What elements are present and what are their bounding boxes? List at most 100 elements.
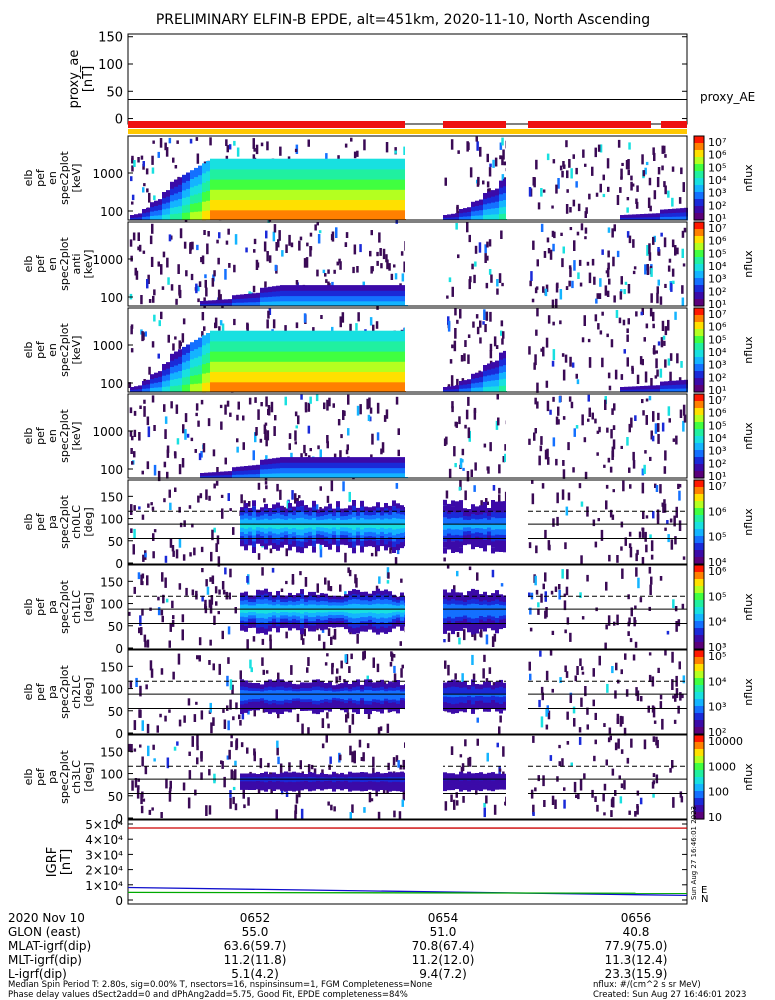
- en-para-ylabel-line: pef: [34, 426, 47, 445]
- en-perp-flux-cell: [624, 386, 628, 390]
- pa-ch0-flux-cell: [447, 533, 451, 540]
- en-anti-pixel: [370, 266, 373, 274]
- en-perp-pixel: [464, 340, 467, 347]
- pa-ch2-pixel: [444, 660, 447, 669]
- pa-ch0-flux-cell: [467, 523, 471, 530]
- pa-ch1-flux-cell: [503, 618, 507, 625]
- en-anti-flux-cell: [268, 291, 272, 297]
- pa-ch0-pixel: [240, 494, 243, 504]
- pa-ch2-flux-cell: [344, 687, 348, 694]
- en-omni-flux-cell: [294, 199, 298, 211]
- pa-ch0-pixel: [464, 490, 467, 501]
- en-perp-colorbar-cell: [694, 343, 704, 351]
- en-perp-pixel: [594, 314, 598, 322]
- pa-ch0-flux-cell: [348, 528, 352, 535]
- en-anti-pixel: [571, 280, 574, 289]
- pa-ch1-pixel: [137, 572, 141, 580]
- en-perp-flux-cell: [318, 371, 322, 383]
- en-perp-flux-cell: [174, 358, 178, 366]
- pa-ch1-flux-cell: [352, 589, 356, 596]
- en-perp-flux-cell: [467, 379, 471, 384]
- pa-ch0-flux-cell: [252, 529, 256, 536]
- en-para-pixel: [337, 419, 341, 426]
- pa-ch0-flux-cell: [499, 529, 503, 536]
- pa-ch0-pixel: [641, 527, 645, 538]
- en-omni-flux-cell: [202, 172, 206, 183]
- en-perp-flux-cell: [286, 371, 290, 383]
- en-para-flux-cell: [204, 472, 208, 476]
- pa-ch2-pixel: [659, 701, 663, 709]
- en-omni-flux-cell: [471, 210, 475, 216]
- en-para-flux-cell: [324, 472, 328, 479]
- en-perp-flux-cell: [451, 385, 455, 390]
- en-anti-pixel: [394, 273, 398, 280]
- en-anti-pixel: [633, 266, 637, 270]
- en-para-pixel: [380, 448, 383, 455]
- pa-ch0-flux-cell: [495, 507, 499, 514]
- pa-ch0-flux-cell: [491, 505, 495, 512]
- pa-ch2-flux-cell: [272, 700, 276, 706]
- en-perp-flux-cell: [463, 384, 467, 389]
- en-anti-pixel: [390, 273, 394, 280]
- pa-ch0-pixel: [556, 492, 559, 504]
- pa-ch1-pixel: [544, 572, 547, 582]
- en-anti-flux-cell: [332, 285, 336, 291]
- en-perp-flux-cell: [310, 361, 314, 372]
- pa-ch2-flux-cell: [368, 679, 372, 686]
- en-perp-flux-cell: [503, 364, 507, 372]
- en-para-colorbar-cell: [694, 422, 704, 430]
- en-omni-flux-cell: [398, 199, 402, 211]
- pa-ch0-flux-cell: [447, 543, 451, 550]
- en-omni-flux-cell: [186, 204, 190, 213]
- pa-ch1-pixel: [261, 567, 264, 576]
- pa-ch0-flux-cell: [372, 528, 376, 534]
- en-omni-flux-cell: [334, 179, 338, 190]
- en-omni-flux-cell: [471, 206, 475, 212]
- en-omni-colorbar-cell: [694, 199, 704, 207]
- pa-ch0-flux-cell: [360, 523, 364, 530]
- pa-ch1-pixel: [528, 592, 531, 598]
- en-perp-flux-cell: [306, 351, 310, 362]
- pa-ch1-flux-cell: [455, 596, 459, 603]
- en-perp-pixel: [339, 316, 342, 328]
- en-perp-flux-cell: [394, 330, 398, 342]
- pa-ch2-pixel: [592, 699, 595, 707]
- en-omni-flux-cell: [471, 201, 475, 207]
- en-omni-flux-cell: [302, 199, 306, 211]
- pa-ch0-pixel: [169, 538, 173, 548]
- en-para-flux-cell: [256, 469, 260, 475]
- pa-ch0-pixel: [199, 493, 203, 499]
- pa-ch1-flux-cell: [372, 626, 376, 633]
- pa-ch1-flux-cell: [296, 600, 300, 607]
- pa-ch1-flux-cell: [336, 615, 340, 621]
- en-perp-pixel: [581, 337, 585, 343]
- pa-ch0-flux-cell: [483, 545, 487, 552]
- en-omni-flux-cell: [290, 189, 294, 200]
- pa-ch1-flux-cell: [503, 602, 507, 608]
- en-omni-flux-cell: [210, 199, 214, 211]
- en-anti-pixel: [586, 261, 590, 266]
- en-omni-pixel: [325, 153, 328, 160]
- en-para-flux-cell: [356, 462, 360, 469]
- en-perp-pixel: [157, 353, 160, 359]
- pa-ch0-flux-cell: [376, 502, 380, 509]
- pa-ch2-flux-cell: [276, 686, 280, 693]
- en-omni-pixel: [492, 159, 495, 168]
- pa-ch0-flux-cell: [372, 532, 376, 539]
- en-omni-flux-cell: [487, 191, 491, 198]
- pa-ch1-flux-cell: [479, 594, 483, 601]
- en-para-pixel: [226, 400, 230, 407]
- en-anti-flux-cell: [384, 290, 388, 297]
- en-omni-pixel: [572, 199, 576, 207]
- pa-ch0-pixel: [394, 557, 398, 566]
- en-omni-flux-cell: [214, 168, 218, 180]
- pa-ch0-flux-cell: [463, 531, 467, 538]
- en-para-flux-cell: [296, 467, 300, 474]
- pa-ch1-flux-cell: [483, 600, 487, 607]
- pa-ch0-pixel: [294, 493, 297, 504]
- en-para-pixel: [552, 437, 556, 447]
- en-perp-flux-cell: [334, 381, 338, 393]
- en-omni-flux-cell: [178, 212, 182, 221]
- pa-ch1-flux-cell: [336, 599, 340, 606]
- en-anti-flux-cell: [200, 303, 204, 307]
